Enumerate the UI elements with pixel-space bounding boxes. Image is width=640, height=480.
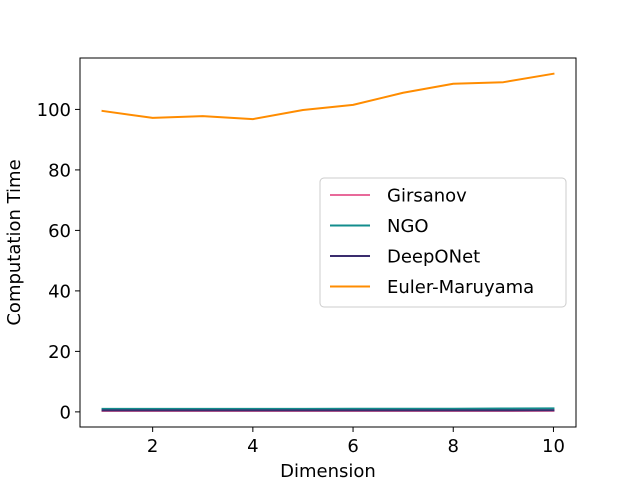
x-axis-label: Dimension (280, 461, 376, 480)
legend-entry: Girsanov (387, 186, 467, 207)
plot-lines (101, 72, 555, 412)
x-tick-label: 8 (448, 436, 459, 457)
legend: Girsanov NGO DeepONet Euler-Maruyama (319, 177, 567, 308)
legend-entry: DeepONet (387, 247, 480, 268)
x-axis: 2 4 6 8 10 (147, 427, 565, 457)
y-axis-label: Computation Time (4, 159, 25, 325)
y-tick-label: 80 (48, 160, 71, 181)
y-tick-label: 40 (48, 281, 71, 302)
x-tick-label: 2 (147, 436, 158, 457)
legend-box (319, 177, 567, 308)
x-tick-label: 4 (247, 436, 258, 457)
y-tick-label: 60 (48, 221, 71, 242)
y-axis: 0 20 40 60 80 100 (37, 100, 80, 423)
x-tick-label: 6 (347, 436, 358, 457)
plot-frame (79, 57, 577, 428)
legend-entry: Euler-Maruyama (387, 277, 534, 298)
y-tick-label: 0 (60, 402, 71, 423)
series-line-euler-maruyama (101, 72, 555, 121)
legend-entry: NGO (387, 216, 429, 237)
y-tick-label: 100 (37, 100, 71, 121)
x-tick-label: 10 (542, 436, 565, 457)
y-tick-label: 20 (48, 342, 71, 363)
